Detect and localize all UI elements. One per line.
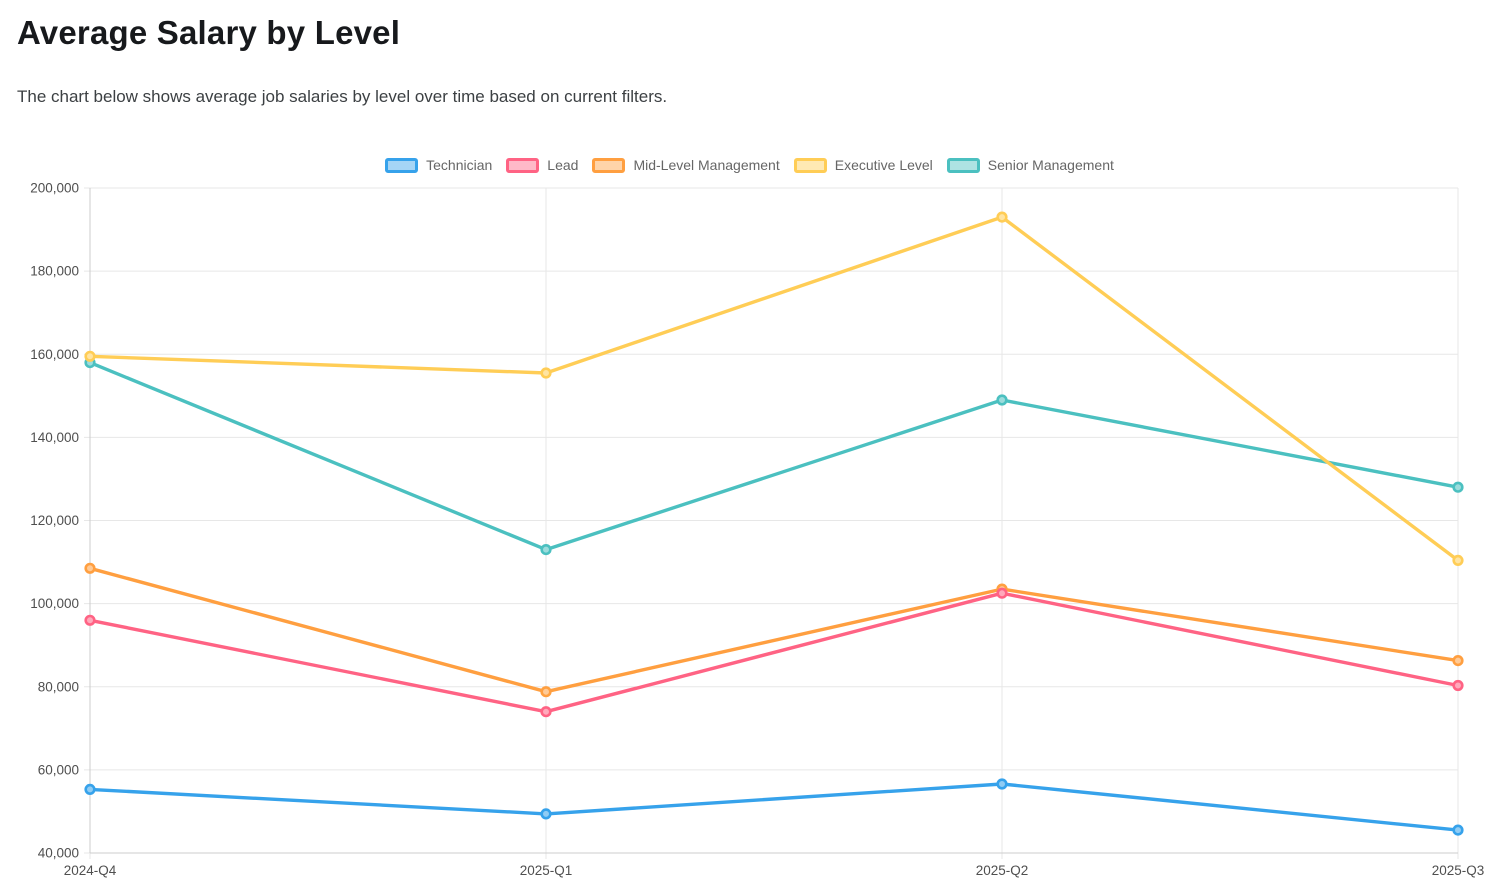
y-grid xyxy=(84,187,1458,854)
axis-borders xyxy=(89,188,1458,854)
series-line-executive-level xyxy=(84,211,1464,567)
legend-swatch-icon xyxy=(385,157,419,173)
data-point-technician xyxy=(996,778,1008,790)
y-tick-label: 200,000 xyxy=(30,181,79,196)
legend-swatch-icon xyxy=(506,157,540,173)
data-point-senior-management xyxy=(996,394,1008,406)
chart-legend: Technician Lead Mid-Level Management Execut… xyxy=(0,153,1499,177)
legend-swatch-icon xyxy=(946,157,980,173)
data-point-executive-level xyxy=(540,367,552,379)
series-line-mid-level-management xyxy=(84,562,1464,698)
data-point-technician xyxy=(540,808,552,820)
legend-item-label: Senior Management xyxy=(987,157,1114,173)
y-tick-label: 160,000 xyxy=(30,347,79,362)
x-tick-label: 2025-Q2 xyxy=(976,863,1029,878)
x-axis-labels: 2024-Q4 2025-Q1 2025-Q2 2025-Q3 xyxy=(64,863,1485,878)
legend-swatch-icon xyxy=(592,157,626,173)
legend-item-label: Mid-Level Management xyxy=(633,157,780,173)
series-line-technician xyxy=(84,778,1464,836)
data-point-lead xyxy=(540,706,552,718)
legend-item-label: Lead xyxy=(547,157,579,173)
data-point-executive-level xyxy=(996,211,1008,223)
data-point-technician xyxy=(84,783,96,796)
salary-line-chart[interactable]: 40,000 60,000 80,000 100,000 120,000 140,000 1… xyxy=(0,178,1499,886)
legend-item-label: Executive Level xyxy=(834,157,933,173)
legend-swatch-icon xyxy=(793,157,827,173)
legend-item-senior-management[interactable]: Senior Management xyxy=(946,153,1114,177)
data-point-mid-level-management xyxy=(1452,655,1464,667)
y-tick-label: 140,000 xyxy=(30,430,79,445)
page-title: Average Salary by Level xyxy=(17,14,401,51)
legend-item-executive-level[interactable]: Executive Level xyxy=(793,153,933,177)
y-axis-labels: 40,000 60,000 80,000 100,000 120,000 140,000 1… xyxy=(30,181,79,861)
y-tick-label: 180,000 xyxy=(30,264,79,279)
data-point-lead xyxy=(84,614,96,626)
y-tick-label: 80,000 xyxy=(38,679,79,694)
y-tick-label: 40,000 xyxy=(38,846,79,861)
data-point-executive-level xyxy=(84,350,96,362)
legend-item-lead[interactable]: Lead xyxy=(506,153,578,177)
series-line-senior-management xyxy=(84,357,1464,556)
data-point-senior-management xyxy=(540,544,552,556)
y-tick-label: 60,000 xyxy=(38,762,79,777)
x-tick-label: 2024-Q4 xyxy=(64,863,117,878)
legend-item-label: Technician xyxy=(426,157,493,173)
data-point-mid-level-management xyxy=(84,562,96,574)
y-tick-label: 120,000 xyxy=(30,513,79,528)
series-line-lead xyxy=(84,587,1464,718)
legend-item-technician[interactable]: Technician xyxy=(385,153,492,177)
y-tick-label: 100,000 xyxy=(30,596,79,611)
legend-item-mid-level-management[interactable]: Mid-Level Management xyxy=(592,153,780,177)
data-point-executive-level xyxy=(1452,554,1464,567)
x-tick-label: 2025-Q3 xyxy=(1432,863,1485,878)
data-point-senior-management xyxy=(1452,481,1464,493)
data-point-lead xyxy=(996,587,1008,599)
data-point-technician xyxy=(1452,824,1464,836)
x-grid xyxy=(89,188,1459,859)
page-subtitle: The chart below shows average job salari… xyxy=(17,87,668,106)
x-tick-label: 2025-Q1 xyxy=(520,863,573,878)
data-point-mid-level-management xyxy=(540,686,552,698)
data-point-lead xyxy=(1452,679,1464,692)
